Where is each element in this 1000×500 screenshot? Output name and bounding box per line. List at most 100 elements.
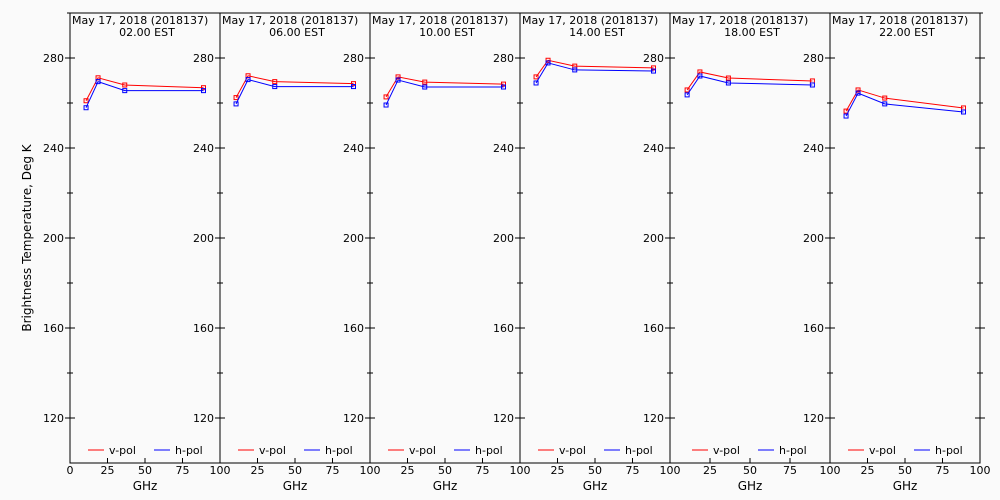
data-point-v-pol	[122, 82, 128, 88]
x-tick-label: 50	[588, 464, 602, 477]
data-point-v-pol	[501, 81, 506, 87]
data-point-h-pol	[201, 88, 206, 94]
series-line-v-pol	[85, 77, 204, 101]
legend-label: v-pol	[713, 444, 740, 457]
panel-title: May 17, 2018 (2018137)	[672, 14, 808, 27]
x-tick-label: 75	[326, 464, 340, 477]
panel-5: 120 160 200 240 280 25 50 75 100 GHz May 17, 2018 …	[643, 12, 841, 493]
series-line-v-pol	[535, 59, 654, 78]
x-tick-label: 25	[101, 464, 115, 477]
y-axis-label: Brightness Temperature, Deg K	[20, 143, 34, 331]
y-tick-label: 120	[43, 412, 64, 425]
y-tick-label: 120	[493, 412, 514, 425]
data-point-h-pol	[383, 102, 389, 108]
panel-2: 120 160 200 240 280 25 50 75 100 GHz May 17, 2018 …	[193, 12, 381, 493]
x-tick-label: 50	[138, 464, 152, 477]
y-tick-label: 240	[643, 142, 664, 155]
panel-subtitle: 02.00 EST	[119, 26, 175, 39]
y-tick-label: 280	[493, 52, 514, 65]
legend-label: v-pol	[559, 444, 586, 457]
legend-label: h-pol	[475, 444, 503, 457]
y-tick-label: 120	[193, 412, 214, 425]
y-tick-label: 280	[643, 52, 664, 65]
y-tick-label: 160	[43, 322, 64, 335]
y-tick-label: 200	[493, 232, 514, 245]
y-tick-label: 120	[343, 412, 364, 425]
data-point-v-pol	[351, 81, 356, 87]
panel-6: 120 160 200 240 280 25 50 75 100 GHz May 17, 2018 …	[803, 12, 991, 493]
data-point-h-pol	[272, 84, 278, 90]
panel-subtitle: 18.00 EST	[724, 26, 780, 39]
x-tick-label: 50	[743, 464, 757, 477]
legend-label: h-pol	[325, 444, 353, 457]
data-point-v-pol	[201, 85, 206, 91]
panel-title: May 17, 2018 (2018137)	[72, 14, 208, 27]
y-tick-label: 120	[803, 412, 824, 425]
panel-subtitle: 06.00 EST	[269, 26, 325, 39]
x-tick-label: 100	[660, 464, 681, 477]
x-axis-label: GHz	[893, 479, 918, 493]
data-point-h-pol	[351, 84, 356, 90]
y-tick-label: 240	[193, 142, 214, 155]
data-point-h-pol	[855, 90, 861, 96]
series-line-h-pol	[385, 79, 504, 106]
y-tick-label: 200	[803, 232, 824, 245]
data-point-h-pol	[233, 101, 239, 107]
y-tick-label: 120	[643, 412, 664, 425]
y-tick-label: 200	[193, 232, 214, 245]
x-tick-label: 100	[360, 464, 381, 477]
data-point-h-pol	[697, 73, 703, 79]
legend-label: v-pol	[409, 444, 436, 457]
y-tick-label: 280	[343, 52, 364, 65]
series-line-v-pol	[845, 89, 964, 112]
panel-subtitle: 10.00 EST	[419, 26, 475, 39]
data-point-h-pol	[545, 60, 551, 66]
panel-subtitle: 14.00 EST	[569, 26, 625, 39]
data-point-v-pol	[272, 79, 278, 85]
y-tick-label: 240	[493, 142, 514, 155]
data-point-v-pol	[843, 108, 849, 114]
x-tick-label: 50	[288, 464, 302, 477]
data-point-v-pol	[545, 57, 551, 63]
x-tick-label: 50	[438, 464, 452, 477]
series-line-h-pol	[845, 92, 964, 117]
data-point-v-pol	[725, 75, 731, 81]
x-tick-label: 25	[551, 464, 565, 477]
x-axis-label: GHz	[583, 479, 608, 493]
data-point-h-pol	[843, 113, 849, 119]
panel-title: May 17, 2018 (2018137)	[222, 14, 358, 27]
legend-label: h-pol	[935, 444, 963, 457]
y-tick-label: 200	[43, 232, 64, 245]
data-point-h-pol	[422, 84, 428, 90]
y-tick-label: 160	[193, 322, 214, 335]
y-tick-label: 280	[43, 52, 64, 65]
data-point-h-pol	[83, 105, 89, 111]
panel-frame	[829, 12, 981, 464]
data-point-v-pol	[233, 95, 239, 101]
y-tick-label: 280	[803, 52, 824, 65]
y-tick-label: 160	[643, 322, 664, 335]
data-point-v-pol	[422, 79, 428, 85]
x-tick-label: 100	[820, 464, 841, 477]
series-line-h-pol	[235, 79, 354, 105]
x-tick-label: 75	[626, 464, 640, 477]
panel-title: May 17, 2018 (2018137)	[372, 14, 508, 27]
x-tick-label: 75	[176, 464, 190, 477]
x-tick-label: 50	[898, 464, 912, 477]
y-tick-label: 200	[643, 232, 664, 245]
data-point-h-pol	[809, 82, 815, 88]
series-line-v-pol	[385, 76, 504, 98]
data-point-v-pol	[684, 87, 690, 93]
x-tick-label: 75	[936, 464, 950, 477]
data-point-h-pol	[961, 109, 966, 115]
data-point-v-pol	[651, 65, 656, 71]
series-line-h-pol	[686, 75, 813, 96]
y-tick-label: 160	[803, 322, 824, 335]
x-tick-label: 25	[401, 464, 415, 477]
y-tick-label: 160	[493, 322, 514, 335]
y-tick-label: 160	[343, 322, 364, 335]
legend-label: v-pol	[109, 444, 136, 457]
x-tick-label: 25	[861, 464, 875, 477]
